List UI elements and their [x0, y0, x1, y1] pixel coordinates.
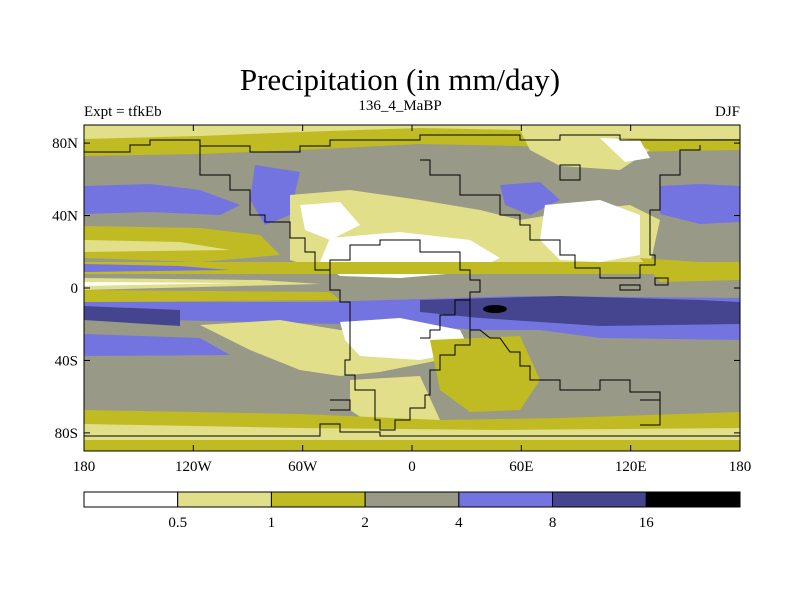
coastlines — [84, 134, 740, 437]
chart-title: Precipitation (in mm/day) — [239, 62, 561, 97]
season-label: DJF — [714, 104, 740, 120]
x-tick-label: 180 — [729, 459, 752, 475]
colorbar-label: 4 — [455, 515, 463, 531]
colorbar-swatch — [83, 491, 179, 508]
colorbar-swatch — [270, 491, 366, 508]
x-tick-label: 60E — [509, 459, 533, 475]
x-tick-label: 0 — [408, 459, 416, 475]
colorbar: 0.5 1 2 4 8 16 — [83, 491, 741, 531]
y-tick-label: 40N — [52, 209, 78, 225]
x-axis: 180 120W 60W 0 60E 120E 180 — [73, 125, 752, 475]
colorbar-label: 16 — [639, 515, 655, 531]
y-tick-label: 0 — [71, 281, 79, 297]
colorbar-swatch — [177, 491, 272, 508]
y-tick-label: 80S — [55, 426, 78, 442]
y-axis: 80N 40N 0 40S 80S — [52, 136, 740, 442]
x-tick-label: 60W — [288, 459, 318, 475]
x-tick-label: 120W — [175, 459, 213, 475]
colorbar-label: 8 — [549, 515, 557, 531]
colorbar-swatch — [458, 491, 554, 508]
colorbar-swatch — [645, 491, 741, 508]
colorbar-label: 0.5 — [168, 515, 187, 531]
colorbar-swatch — [364, 491, 460, 508]
colorbar-swatch — [552, 491, 647, 508]
x-tick-label: 120E — [615, 459, 647, 475]
period-label: 136_4_MaBP — [358, 98, 442, 114]
colorbar-label: 2 — [361, 515, 369, 531]
y-tick-label: 80N — [52, 136, 78, 152]
y-tick-label: 40S — [55, 353, 78, 369]
colorbar-label: 1 — [268, 515, 276, 531]
experiment-label: Expt = tfkEb — [84, 104, 162, 120]
x-tick-label: 180 — [73, 459, 96, 475]
precipitation-field — [84, 125, 740, 451]
